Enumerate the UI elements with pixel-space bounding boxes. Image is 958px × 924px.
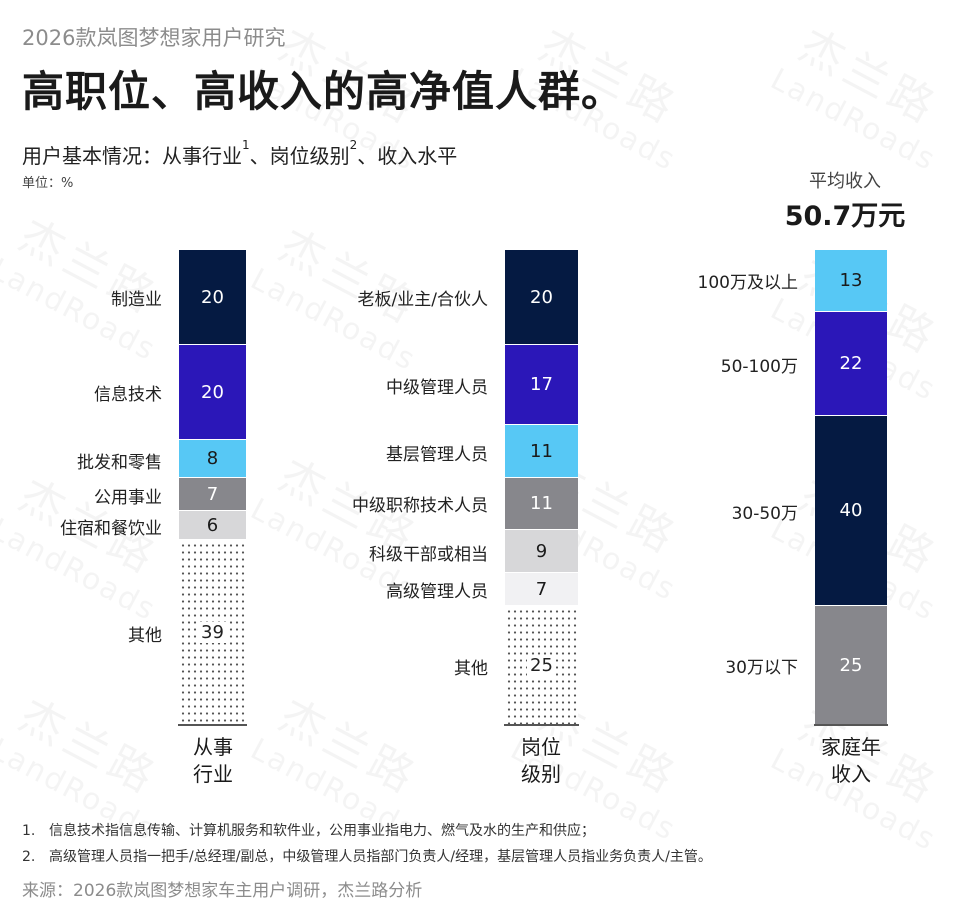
- bar-segment: 20: [179, 250, 246, 345]
- stacked-bar-income: 13 22 40 25: [815, 250, 887, 725]
- axis-label-industry: 从事 行业: [193, 735, 233, 786]
- stacked-bar-industry: 20 20 8 7 6 39: [179, 250, 246, 725]
- category-label: 批发和零售: [77, 453, 162, 473]
- category-label: 基层管理人员: [386, 445, 488, 465]
- category-label: 制造业: [111, 290, 162, 310]
- bar-segment: 7: [505, 573, 578, 606]
- watermark: 杰兰路LandRoads: [765, 10, 958, 178]
- footnote-1: 1. 信息技术指信息传输、计算机服务和软件业，公用事业指电力、燃气及水的生产和供应…: [22, 823, 595, 839]
- category-label: 100万及以上: [697, 273, 798, 293]
- bar-segment: 6: [179, 511, 246, 540]
- category-label: 老板/业主/合伙人: [357, 290, 488, 310]
- category-label: 其他: [128, 626, 162, 646]
- bar-segment: 20: [505, 250, 578, 345]
- bar-segment: 11: [505, 425, 578, 478]
- chart-subtitle: 用户基本情况：从事行业1、岗位级别2、收入水平: [22, 138, 458, 168]
- bar-segment: 13: [815, 250, 887, 312]
- axis-label-position: 岗位 级别: [521, 735, 561, 786]
- category-label: 高级管理人员: [386, 582, 488, 602]
- stacked-bar-position: 20 17 11 11 9 7 25: [505, 250, 578, 725]
- category-label: 30-50万: [731, 504, 798, 524]
- average-income-value: 50.7万元: [784, 201, 906, 232]
- bar-segment: 25: [815, 606, 887, 725]
- bar-baseline: [504, 724, 579, 726]
- bar-segment: 7: [179, 478, 246, 511]
- category-label: 30万以下: [725, 658, 798, 678]
- bar-segment: 17: [505, 345, 578, 425]
- bar-segment-other: 39: [179, 540, 246, 725]
- category-label: 住宿和餐饮业: [60, 519, 162, 539]
- bar-segment: 9: [505, 530, 578, 573]
- page-title: 高职位、高收入的高净值人群。: [22, 67, 625, 116]
- footnote-2: 2. 高级管理人员指一把手/总经理/副总，中级管理人员指部门负责人/经理，基层管理…: [22, 849, 712, 865]
- category-label: 信息技术: [94, 385, 162, 405]
- category-label: 中级职称技术人员: [352, 496, 488, 516]
- category-label: 中级管理人员: [386, 378, 488, 398]
- axis-label-income: 家庭年 收入: [821, 735, 881, 786]
- bar-segment-other: 25: [505, 606, 578, 725]
- unit-label: 单位：%: [22, 176, 74, 191]
- watermark: 杰兰路LandRoads: [0, 200, 192, 368]
- bar-baseline: [814, 724, 888, 726]
- category-label: 公用事业: [94, 488, 162, 508]
- bar-baseline: [178, 724, 247, 726]
- bar-segment: 22: [815, 312, 887, 416]
- average-income-label: 平均收入: [809, 171, 881, 192]
- category-label: 科级干部或相当: [369, 545, 488, 565]
- bar-segment: 11: [505, 478, 578, 530]
- bar-segment: 8: [179, 440, 246, 478]
- category-label: 50-100万: [720, 357, 798, 377]
- bar-segment: 40: [815, 416, 887, 606]
- report-kicker: 2026款岚图梦想家用户研究: [22, 26, 286, 50]
- category-label: 其他: [454, 659, 488, 679]
- bar-segment: 20: [179, 345, 246, 440]
- source-note: 来源：2026款岚图梦想家车主用户调研，杰兰路分析: [22, 881, 423, 901]
